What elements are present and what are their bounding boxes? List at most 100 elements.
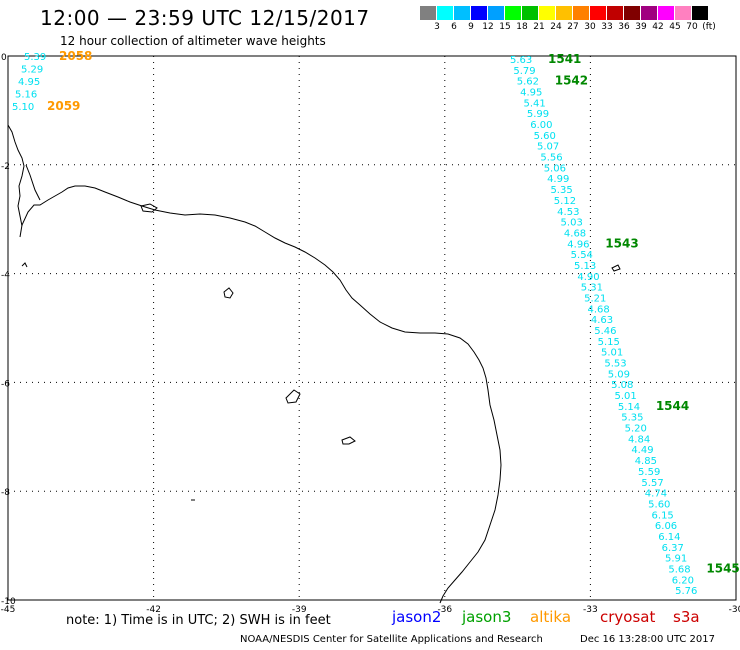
swh-value: 5.41: [523, 98, 545, 109]
credit-line: NOAA/NESDIS Center for Satellite Applica…: [240, 634, 543, 645]
color-swatch: [590, 6, 607, 20]
y-tick-label: -6: [1, 379, 10, 389]
x-tick-label: -36: [437, 605, 452, 615]
swh-value: 5.10: [12, 102, 34, 113]
color-scale-label: 27: [567, 22, 579, 32]
swh-value: 4.84: [628, 434, 650, 445]
color-scale-label: 18: [516, 22, 528, 32]
color-scale-label: 12: [482, 22, 494, 32]
color-scale: [420, 6, 709, 20]
color-swatch: [607, 6, 624, 20]
x-tick-label: -30: [729, 605, 740, 615]
footnote: note: 1) Time is in UTC; 2) SWH is in fe…: [66, 613, 331, 628]
color-swatch: [471, 6, 488, 20]
swh-value: 5.46: [594, 326, 616, 337]
x-tick-label: -45: [1, 605, 16, 615]
color-swatch: [675, 6, 692, 20]
pass-time-label: 1542: [555, 74, 588, 88]
legend-entry-jason3: jason3: [462, 608, 512, 626]
swh-value: 5.03: [561, 218, 583, 229]
swh-value: 5.63: [510, 55, 532, 66]
color-swatch: [522, 6, 539, 20]
swh-value: 5.54: [571, 250, 593, 261]
color-swatch: [488, 6, 505, 20]
island-3: [285, 389, 301, 404]
color-scale-label: 42: [652, 22, 664, 32]
swh-value: 4.85: [635, 456, 657, 467]
color-scale-label: 33: [601, 22, 613, 32]
swh-value: 4.63: [591, 315, 613, 326]
coastline: [7, 124, 621, 604]
color-scale-label: 70: [686, 22, 698, 32]
swh-value: 5.99: [527, 109, 549, 120]
map-grid: [7, 55, 737, 601]
swh-value: 4.90: [577, 272, 599, 283]
swh-value: 5.91: [665, 554, 687, 565]
swh-value: 5.59: [638, 467, 660, 478]
swh-value: 5.20: [625, 424, 647, 435]
pass-time-label: 2059: [47, 99, 80, 113]
legend-entry-jason2: jason2: [392, 608, 442, 626]
swh-value: 5.60: [648, 499, 670, 510]
color-scale-labels: 3 6 9 12 15 18 21 24 27 30 33 36 39 42 45 70 (ft): [420, 22, 740, 34]
swh-value: 5.08: [611, 380, 633, 391]
color-scale-label: 9: [468, 22, 474, 32]
color-swatch: [692, 6, 709, 20]
pass-time-label: 1541: [548, 52, 581, 66]
swh-value: 5.01: [614, 391, 636, 402]
color-swatch: [556, 6, 573, 20]
color-swatch: [539, 6, 556, 20]
x-tick-label: -33: [583, 605, 598, 615]
y-tick-label: -8: [1, 488, 10, 498]
swh-value: 5.68: [668, 564, 690, 575]
pass-time-label: 2058: [59, 49, 92, 63]
color-swatch: [437, 6, 454, 20]
swh-value: 5.57: [641, 478, 663, 489]
swh-value: 4.49: [631, 445, 653, 456]
color-scale-label: 15: [499, 22, 511, 32]
color-scale-label: 39: [635, 22, 647, 32]
x-tick-label: -42: [146, 605, 161, 615]
swh-value: 5.16: [15, 90, 37, 101]
swh-value: 5.35: [621, 413, 643, 424]
island-4: [341, 436, 356, 445]
swh-value: 4.95: [18, 77, 40, 88]
swh-value: 5.60: [534, 131, 556, 142]
color-swatch: [505, 6, 522, 20]
swh-value: 6.14: [658, 532, 680, 543]
y-tick-label: 0: [1, 53, 7, 63]
color-scale-label: 36: [618, 22, 630, 32]
swh-value: 4.99: [547, 174, 569, 185]
swh-value: 5.53: [604, 359, 626, 370]
page-subtitle: 12 hour collection of altimeter wave hei…: [60, 34, 326, 48]
swh-value: 5.15: [598, 337, 620, 348]
altimeter-track-west: 5.39 5.294.95 5.165.10 2058 2059: [12, 49, 92, 113]
swh-value: 4.74: [645, 489, 667, 500]
swh-value: 5.06: [544, 163, 566, 174]
color-scale-label: 6: [451, 22, 457, 32]
legend-entry-altika: altika: [530, 608, 572, 626]
pass-time-label: 1544: [656, 399, 689, 413]
swh-value: 5.21: [584, 293, 606, 304]
coastline-mainland: [19, 185, 502, 604]
color-scale-label: 24: [550, 22, 562, 32]
color-swatch: [658, 6, 675, 20]
map-frame: [7, 55, 737, 601]
island-2: [223, 287, 234, 299]
pass-time-label: 1545: [706, 561, 739, 575]
color-swatch: [624, 6, 641, 20]
color-scale-label: 45: [669, 22, 681, 32]
swh-value: 6.20: [672, 575, 694, 586]
y-tick-label: -10: [1, 597, 16, 607]
swh-value: 5.79: [513, 66, 535, 77]
y-tick-label: -2: [1, 162, 10, 172]
legend-entry-cryosat: cryosat: [600, 608, 656, 626]
color-swatch: [641, 6, 658, 20]
swh-value: 5.14: [618, 402, 640, 413]
swh-value: 5.56: [540, 153, 562, 164]
color-swatch: [454, 6, 471, 20]
swh-value: 5.39: [24, 52, 46, 63]
swh-value: 4.53: [557, 207, 579, 218]
island-1: [140, 203, 158, 213]
